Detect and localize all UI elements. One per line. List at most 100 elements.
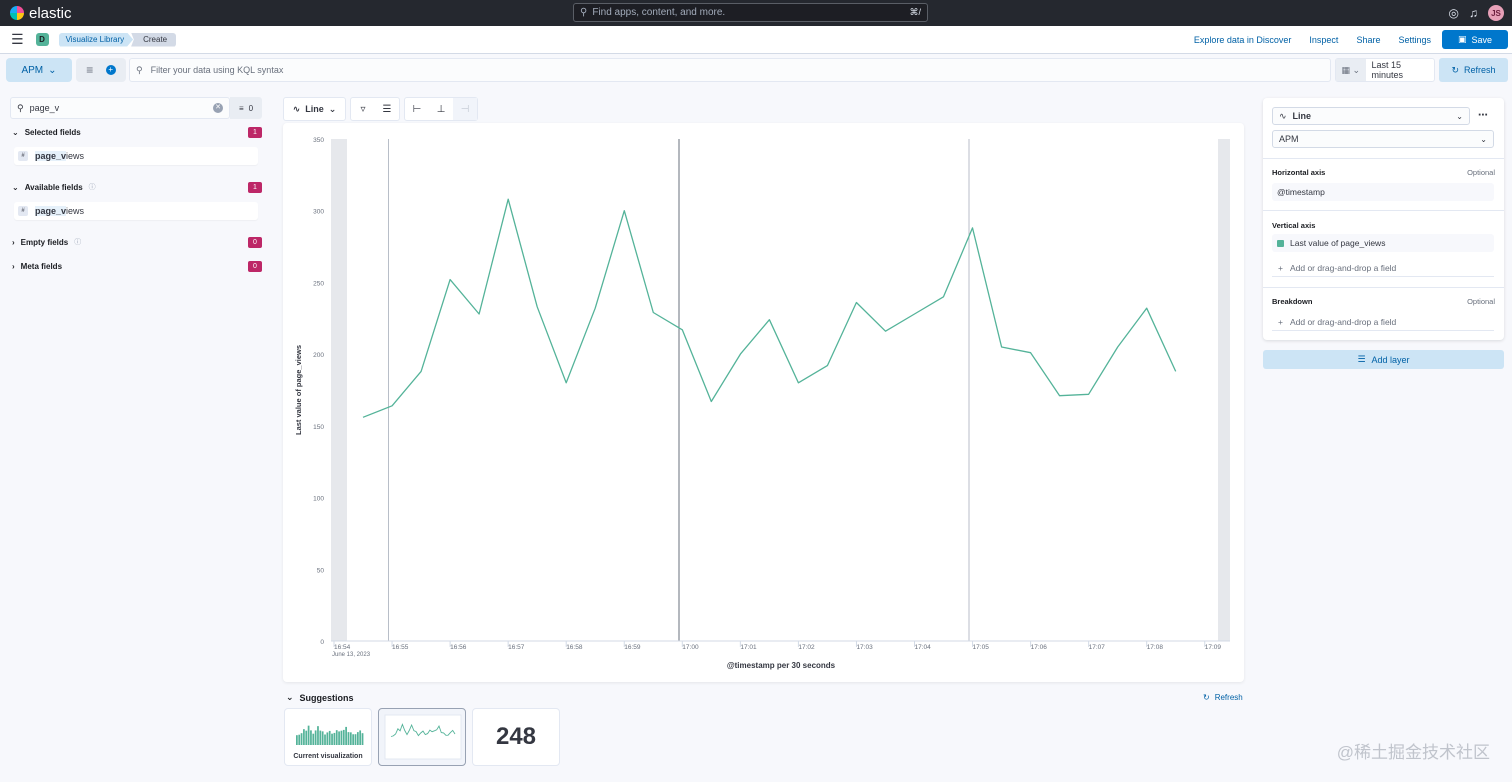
preview-bar xyxy=(319,730,322,745)
x-tick-label: 17:00 xyxy=(682,644,699,651)
add-layer-button[interactable]: ☰ Add layer xyxy=(1263,350,1504,369)
clear-icon[interactable]: ✕ xyxy=(213,103,223,113)
refresh-label: Refresh xyxy=(1464,65,1496,75)
line-chart[interactable]: 0 50 100 150 200 250 300 350 16:54 16:55 16:56 16:5… xyxy=(283,123,1244,682)
field-search-value: page_v xyxy=(29,103,60,113)
suggestion-metric-value: 248 xyxy=(495,723,537,750)
section-empty-fields[interactable]: › Empty fields ⓘ 0 xyxy=(12,235,262,249)
field-type-filter[interactable]: ≡ 0 xyxy=(230,97,262,119)
search-icon: ⚲ xyxy=(136,64,143,75)
chevron-right-icon: › xyxy=(12,237,15,247)
chevron-down-icon: ⌄ xyxy=(286,692,294,702)
bottom-axis-icon[interactable]: ⊥ xyxy=(436,103,446,115)
search-icon: ⚲ xyxy=(580,7,588,18)
menu-icon[interactable]: ☰ xyxy=(11,31,24,47)
save-button[interactable]: ▣ Save xyxy=(1442,30,1508,49)
explore-discover-link[interactable]: Explore data in Discover xyxy=(1193,34,1292,45)
chart-type-switcher[interactable]: ∿ Line ⌄ xyxy=(283,97,346,121)
preview-bar xyxy=(317,726,319,745)
suggestions-refresh-label: Refresh xyxy=(1214,693,1243,702)
settings-link[interactable]: Settings xyxy=(1398,34,1431,45)
elastic-logo[interactable]: elastic xyxy=(10,5,72,22)
suggestion-line-chart[interactable] xyxy=(378,708,466,766)
y-tick-label: 50 xyxy=(317,567,325,574)
right-axis-icon[interactable]: ⊣ xyxy=(453,98,477,120)
breakdown-add-field[interactable]: + Add or drag-and-drop a field xyxy=(1272,313,1494,331)
time-picker[interactable]: ▦ ⌄ Last 15 minutes xyxy=(1335,58,1435,82)
kql-search-input[interactable]: ⚲ Filter your data using KQL syntax xyxy=(129,58,1331,82)
calendar-icon[interactable]: ▦ ⌄ xyxy=(1336,59,1366,81)
chevron-down-icon: ⌄ xyxy=(12,127,19,137)
section-meta-fields[interactable]: › Meta fields 0 xyxy=(12,259,262,273)
share-link[interactable]: Share xyxy=(1356,34,1381,45)
data-view-picker[interactable]: APM ⌄ xyxy=(6,58,72,82)
horizontal-axis-dimension[interactable]: @timestamp xyxy=(1272,183,1494,201)
field-search-input[interactable]: ⚲ page_v ✕ xyxy=(10,97,230,119)
suggestions-toggle[interactable]: ⌄ Suggestions xyxy=(286,692,354,703)
preview-bar xyxy=(345,726,347,745)
filter-menu-button[interactable]: ≡ + xyxy=(76,58,126,82)
add-filter-icon[interactable]: + xyxy=(105,65,116,75)
x-tick-label: 16:58 xyxy=(566,644,583,651)
chart-panel[interactable]: 0 50 100 150 200 250 300 350 16:54 16:55 16:56 16:5… xyxy=(283,123,1244,682)
section-selected-fields[interactable]: ⌄ Selected fields 1 xyxy=(12,125,262,139)
help-icon[interactable]: ◎ xyxy=(1448,6,1459,20)
breadcrumb-create: Create xyxy=(131,32,177,47)
layers-icon: ☰ xyxy=(1357,354,1366,364)
chevron-down-icon: ⌄ xyxy=(12,182,19,192)
preview-bar xyxy=(342,729,345,745)
inspect-link[interactable]: Inspect xyxy=(1309,34,1339,45)
y-tick-label: 100 xyxy=(313,496,324,503)
vertical-axis-add-field[interactable]: + Add or drag-and-drop a field xyxy=(1272,259,1494,277)
info-icon[interactable]: ⓘ xyxy=(88,184,96,191)
more-actions-icon[interactable]: ⋯ xyxy=(1478,110,1488,121)
x-tick-label: 16:56 xyxy=(450,644,467,651)
layer-chart-type-select[interactable]: ∿ Line ⌄ xyxy=(1272,107,1470,125)
number-type-icon: # xyxy=(18,206,28,216)
field-filter-count: 0 xyxy=(248,103,254,113)
series-color-swatch xyxy=(1277,239,1284,247)
section-count: 0 xyxy=(248,236,262,248)
refresh-button[interactable]: ↻ Refresh xyxy=(1439,58,1508,82)
x-tick-label: 17:03 xyxy=(856,644,873,651)
field-item-page-views[interactable]: # page_views xyxy=(14,147,258,165)
watermark: @稀土掘金技术社区 xyxy=(1336,743,1490,762)
optional-label: Optional xyxy=(1467,297,1495,306)
series-line xyxy=(362,198,1177,418)
save-icon: ▣ xyxy=(1457,34,1467,44)
suggestion-metric[interactable]: 248 xyxy=(472,708,560,766)
legend-icon[interactable]: ☰ xyxy=(382,103,392,115)
section-label: Available fields xyxy=(24,182,83,192)
avatar[interactable]: JS xyxy=(1488,5,1504,21)
layer-data-view-select[interactable]: APM ⌄ xyxy=(1272,130,1494,148)
space-avatar[interactable]: D xyxy=(35,33,49,46)
suggestion-current-visualization[interactable]: Current visualization xyxy=(284,708,372,766)
line-chart-icon: ∿ xyxy=(292,103,301,114)
field-name-rest: iews xyxy=(66,151,85,161)
x-tick-label: 17:04 xyxy=(915,644,932,651)
preview-frame xyxy=(384,714,462,760)
news-bell-icon[interactable]: ♫ xyxy=(1469,6,1478,20)
section-count: 0 xyxy=(248,260,262,272)
x-axis-title: @timestamp per 30 seconds xyxy=(727,661,836,670)
plus-icon: + xyxy=(1278,316,1283,327)
global-search-input[interactable]: ⚲ Find apps, content, and more. ⌘/ xyxy=(573,3,928,22)
breadcrumb-visualize-library[interactable]: Visualize Library xyxy=(58,32,134,47)
section-available-fields[interactable]: ⌄ Available fields ⓘ 1 xyxy=(12,180,262,194)
vertical-axis-dimension[interactable]: Last value of page_views xyxy=(1272,234,1494,252)
divider xyxy=(1263,287,1504,288)
preview-bar xyxy=(307,725,310,745)
left-axis-icon[interactable]: ⊢ xyxy=(412,103,422,115)
info-icon[interactable]: ⓘ xyxy=(74,239,82,246)
search-icon: ⚲ xyxy=(17,102,24,113)
preview-bar xyxy=(321,731,324,745)
suggestion-label: Current visualization xyxy=(293,753,363,760)
preview-bar xyxy=(340,730,343,745)
suggestions-refresh-button[interactable]: ↻ Refresh xyxy=(1203,693,1243,702)
x-tick-label: 17:08 xyxy=(1147,644,1164,651)
y-tick-label: 350 xyxy=(313,137,324,144)
field-item-page-views[interactable]: # page_views xyxy=(14,202,258,220)
visual-options-icon[interactable]: ▿ xyxy=(360,103,366,115)
brand-name: elastic xyxy=(29,4,72,22)
section-count: 1 xyxy=(248,181,262,193)
